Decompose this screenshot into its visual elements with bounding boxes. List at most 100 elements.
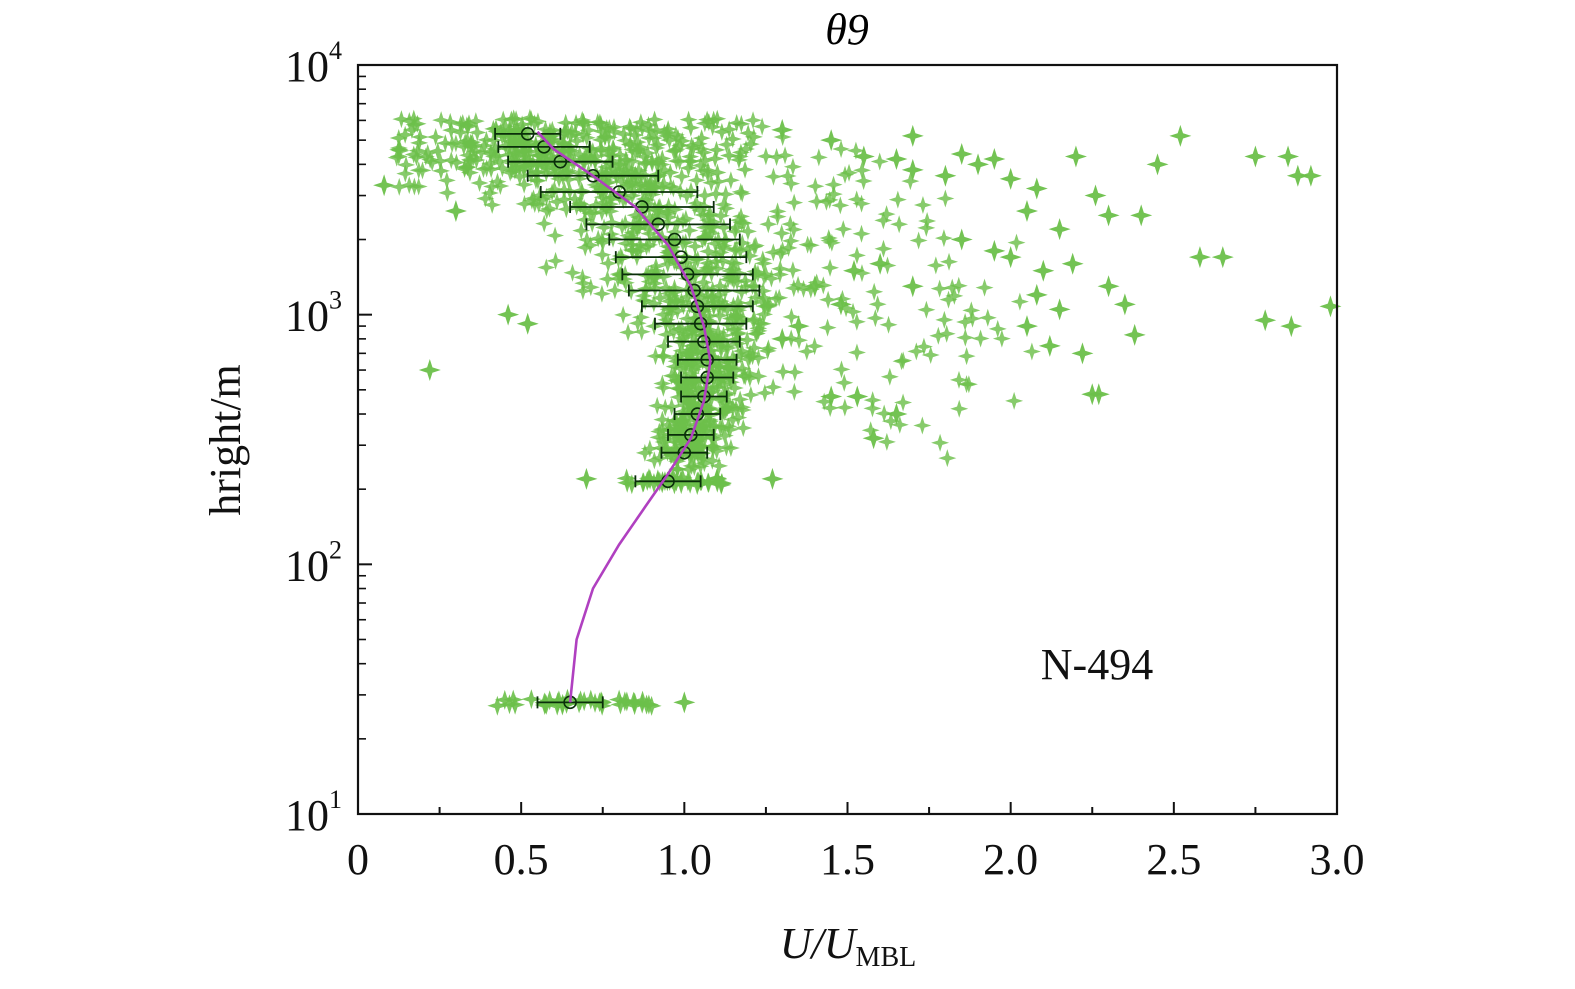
scatter-point — [824, 185, 843, 204]
scatter-point — [644, 129, 663, 148]
scatter-point — [681, 421, 700, 440]
scatter-point — [521, 689, 542, 710]
scatter-point — [410, 133, 429, 152]
scatter-point — [687, 171, 706, 190]
scatter-point — [832, 139, 851, 158]
scatter-point — [576, 238, 595, 257]
scatter-point — [678, 407, 697, 426]
scatter-point — [999, 167, 1022, 190]
scatter-point — [644, 294, 663, 313]
scatter-point — [728, 293, 747, 312]
scatter-point — [939, 290, 958, 309]
scatter-point — [1277, 145, 1300, 168]
scatter-point — [432, 111, 451, 130]
scatter-point — [790, 331, 809, 350]
scatter-point — [523, 154, 542, 173]
scatter-point — [836, 165, 855, 184]
scatter-point — [643, 473, 664, 494]
mean-marker — [586, 168, 600, 183]
scatter-point — [931, 433, 950, 452]
scatter-point — [734, 418, 753, 437]
scatter-point — [1022, 342, 1041, 361]
scatter-point — [741, 135, 760, 154]
scatter-point — [631, 235, 650, 254]
scatter-point — [704, 110, 723, 129]
scatter-point — [665, 223, 684, 242]
scatter-point — [619, 226, 638, 245]
scatter-point — [650, 288, 669, 307]
scatter-point — [770, 288, 789, 307]
scatter-point — [653, 149, 672, 168]
scatter-point — [654, 267, 673, 286]
scatter-point — [807, 192, 826, 211]
scatter-point — [686, 282, 705, 301]
scatter-point — [668, 301, 687, 320]
scatter-point — [619, 323, 638, 342]
scatter-point — [755, 383, 774, 402]
scatter-point — [801, 236, 820, 255]
scatter-point — [794, 279, 813, 298]
scatter-point — [894, 351, 913, 370]
scatter-point — [508, 147, 527, 166]
scatter-point — [1007, 233, 1026, 252]
scatter-point — [1123, 323, 1146, 346]
scatter-point — [685, 458, 704, 477]
scatter-point — [514, 157, 533, 176]
scatter-point — [662, 237, 681, 256]
scatter-point — [890, 415, 909, 434]
scatter-point — [630, 208, 649, 227]
scatter-point — [776, 146, 795, 165]
scatter-point — [662, 469, 683, 490]
scatter-point — [690, 288, 709, 307]
scatter-point — [545, 180, 564, 199]
scatter-point — [585, 151, 604, 170]
scatter-point — [592, 122, 611, 141]
scatter-point — [628, 133, 647, 152]
scatter-point — [614, 190, 633, 209]
scatter-point — [640, 272, 659, 291]
scatter-point — [658, 255, 677, 274]
scatter-point — [525, 114, 544, 133]
scatter-point — [688, 430, 707, 449]
scatter-point — [999, 246, 1022, 269]
mean-marker — [553, 154, 568, 169]
scatter-point — [868, 295, 887, 314]
scatter-point — [686, 336, 705, 355]
scatter-point — [937, 324, 956, 343]
scatter-point — [533, 190, 552, 209]
scatter-point — [396, 164, 415, 183]
scatter-point — [505, 131, 524, 150]
scatter-point — [510, 167, 529, 186]
scatter-point — [835, 373, 854, 392]
scatter-point — [689, 356, 708, 375]
scatter-point — [409, 161, 428, 180]
scatter-point — [491, 122, 510, 141]
scatter-point — [677, 186, 696, 205]
scatter-point — [622, 282, 641, 301]
scatter-point — [646, 257, 665, 276]
scatter-point — [446, 134, 465, 153]
scatter-point — [575, 210, 594, 229]
scatter-point — [625, 126, 644, 145]
scatter-point — [600, 119, 619, 138]
scatter-point — [729, 324, 748, 343]
scatter-point — [821, 398, 840, 417]
scatter-point — [586, 196, 605, 215]
scatter-point — [575, 199, 594, 218]
scatter-point — [720, 420, 739, 439]
scatter-point — [723, 130, 742, 149]
scatter-point — [610, 694, 631, 715]
scatter-point — [781, 215, 800, 234]
scatter-point — [577, 230, 596, 249]
scatter-point — [729, 150, 748, 169]
scatter-point — [598, 270, 617, 289]
scatter-point — [601, 195, 620, 214]
scatter-point — [592, 284, 611, 303]
scatter-point — [580, 689, 601, 710]
scatter-point — [635, 443, 654, 462]
scatter-point — [781, 231, 800, 250]
scatter-point — [907, 342, 926, 361]
scatter-point — [674, 396, 693, 415]
scatter-point — [760, 295, 779, 314]
scatter-point — [574, 691, 595, 712]
